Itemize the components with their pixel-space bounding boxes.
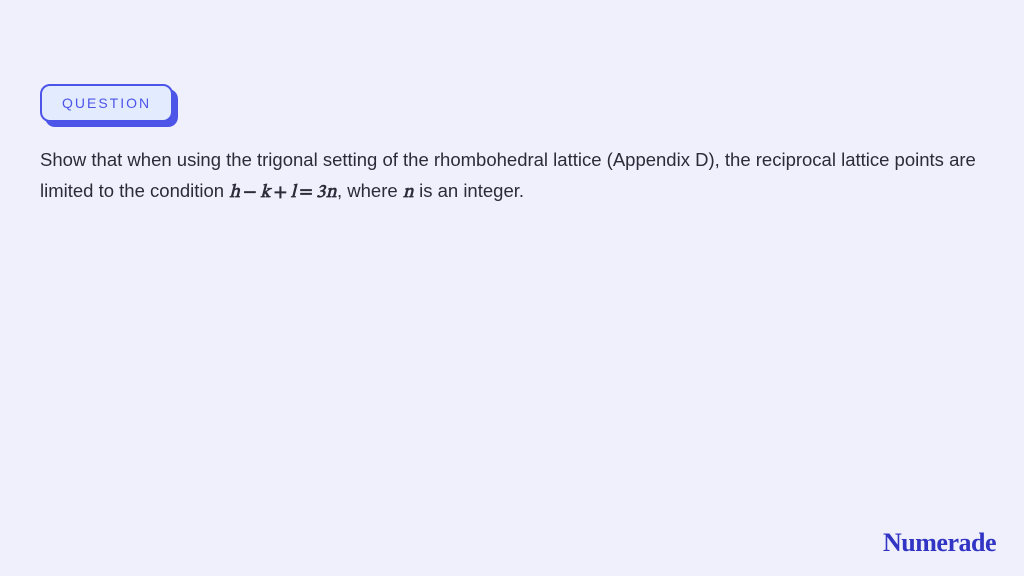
math-h: h	[229, 184, 240, 202]
badge-label: QUESTION	[40, 84, 173, 122]
math-minus: −	[240, 184, 260, 202]
math-plus: +	[271, 184, 291, 202]
math-3n: 3n	[316, 184, 337, 202]
math-eq: =	[296, 184, 316, 202]
question-part2: , where	[337, 180, 403, 201]
math-expression-2: n	[403, 184, 414, 202]
math-expression-1: h−k+l=3n	[229, 184, 337, 202]
question-text: Show that when using the trigonal settin…	[40, 144, 984, 210]
question-part3: is an integer.	[414, 180, 524, 201]
numerade-logo: Numerade	[883, 528, 996, 558]
question-badge: QUESTION	[40, 84, 173, 122]
math-k: k	[260, 184, 271, 202]
